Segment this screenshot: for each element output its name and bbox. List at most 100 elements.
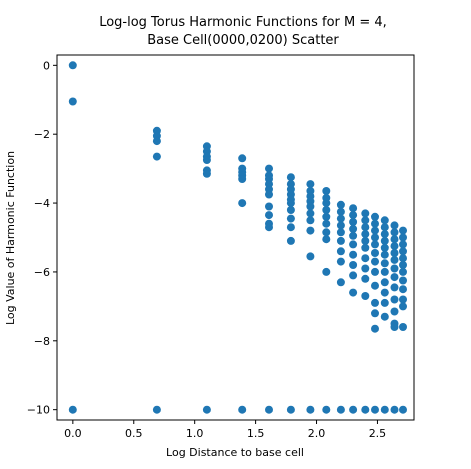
x-axis-ticks: 0.0 0.5 1.0 1.5 2.0 2.5 — [64, 420, 386, 440]
scatter-point — [390, 295, 399, 304]
scatter-point — [371, 405, 379, 414]
scatter-point — [349, 218, 358, 226]
scatter-point — [361, 236, 370, 245]
scatter-point — [349, 250, 358, 259]
scatter-point — [399, 302, 407, 311]
x-tick-label: 2.5 — [369, 427, 387, 440]
y-tick-label: −10 — [27, 404, 50, 417]
scatter-point — [68, 61, 77, 70]
scatter-point — [349, 224, 358, 233]
x-tick-label: 0.5 — [125, 427, 143, 440]
scatter-point — [306, 405, 315, 414]
scatter-point — [361, 405, 370, 414]
scatter-point — [349, 288, 358, 297]
x-tick-label: 0.0 — [64, 427, 82, 440]
x-tick-label: 1.0 — [186, 427, 204, 440]
scatter-point — [380, 259, 389, 268]
scatter-point — [286, 405, 295, 414]
scatter-point — [390, 235, 399, 244]
scatter-point — [286, 199, 295, 208]
scatter-point — [380, 278, 389, 287]
scatter-point — [399, 323, 407, 331]
scatter-point — [336, 200, 345, 209]
scatter-point — [371, 267, 379, 276]
scatter-point — [380, 405, 389, 414]
scatter-point — [322, 219, 331, 228]
scatter-point — [286, 214, 295, 223]
scatter-point — [238, 199, 247, 208]
scatter-point — [390, 255, 399, 264]
scatter-point — [152, 405, 161, 414]
scatter-point — [399, 285, 407, 294]
scatter-point — [371, 257, 379, 266]
y-tick-label: −8 — [34, 335, 50, 348]
scatter-point — [399, 405, 407, 414]
scatter-point — [306, 252, 315, 261]
chart-title-line-2: Base Cell(0000,0200) Scatter — [147, 33, 339, 48]
scatter-point — [306, 209, 315, 218]
scatter-point — [380, 250, 389, 259]
scatter-point — [322, 267, 331, 276]
scatter-point — [68, 97, 77, 106]
scatter-point — [390, 307, 399, 316]
scatter-point — [322, 228, 331, 237]
x-axis-label: Log Distance to base cell — [166, 446, 304, 459]
scatter-point — [380, 312, 389, 321]
scatter-point — [390, 221, 399, 230]
scatter-point — [286, 223, 295, 232]
scatter-point — [399, 233, 407, 242]
scatter-point — [371, 309, 379, 318]
scatter-point — [399, 295, 407, 304]
scatter-point — [238, 175, 247, 183]
scatter-point — [322, 199, 331, 208]
x-tick-label: 1.5 — [247, 427, 265, 440]
chart-title-line-1: Log-log Torus Harmonic Functions for M =… — [99, 15, 387, 30]
scatter-point — [371, 298, 379, 307]
scatter-point — [349, 231, 358, 240]
scatter-point — [265, 190, 273, 199]
y-axis-label: Log Value of Harmonic Function — [4, 151, 17, 325]
scatter-point — [399, 261, 407, 269]
scatter-point — [202, 169, 211, 178]
scatter-point — [371, 240, 379, 249]
scatter-point — [380, 216, 389, 225]
scatter-point — [265, 164, 273, 173]
scatter-point — [265, 405, 273, 414]
scatter-point — [399, 276, 407, 285]
scatter-point — [306, 202, 315, 211]
scatter-point — [371, 249, 379, 257]
scatter-point — [390, 249, 399, 257]
scatter-point — [68, 405, 77, 414]
scatter-point — [286, 173, 295, 182]
scatter-point — [322, 212, 331, 221]
y-tick-label: 0 — [43, 59, 50, 72]
y-tick-label: −6 — [34, 266, 50, 279]
scatter-point — [399, 254, 407, 263]
scatter-point — [361, 243, 370, 252]
x-tick-label: 2.0 — [308, 427, 326, 440]
y-tick-label: −4 — [34, 197, 50, 210]
scatter-point — [152, 152, 161, 161]
scatter-point — [336, 247, 345, 256]
scatter-point — [349, 405, 358, 414]
scatter-points — [68, 61, 407, 414]
scatter-point — [336, 278, 345, 287]
y-tick-label: −2 — [34, 128, 50, 141]
scatter-point — [390, 323, 399, 331]
scatter-point — [371, 226, 379, 235]
scatter-point — [306, 180, 315, 189]
scatter-point — [349, 240, 358, 249]
scatter-point — [380, 288, 389, 297]
scatter-point — [336, 405, 345, 414]
scatter-point — [265, 211, 273, 220]
scatter-point — [371, 281, 379, 290]
scatter-point — [371, 233, 379, 242]
scatter-point — [265, 202, 273, 211]
scatter-point — [390, 242, 399, 251]
scatter-point — [380, 267, 389, 276]
scatter-point — [371, 324, 379, 333]
scatter-point — [322, 235, 331, 244]
scatter-point — [361, 209, 370, 218]
scatter-point — [286, 236, 295, 245]
scatter-point — [361, 274, 370, 283]
